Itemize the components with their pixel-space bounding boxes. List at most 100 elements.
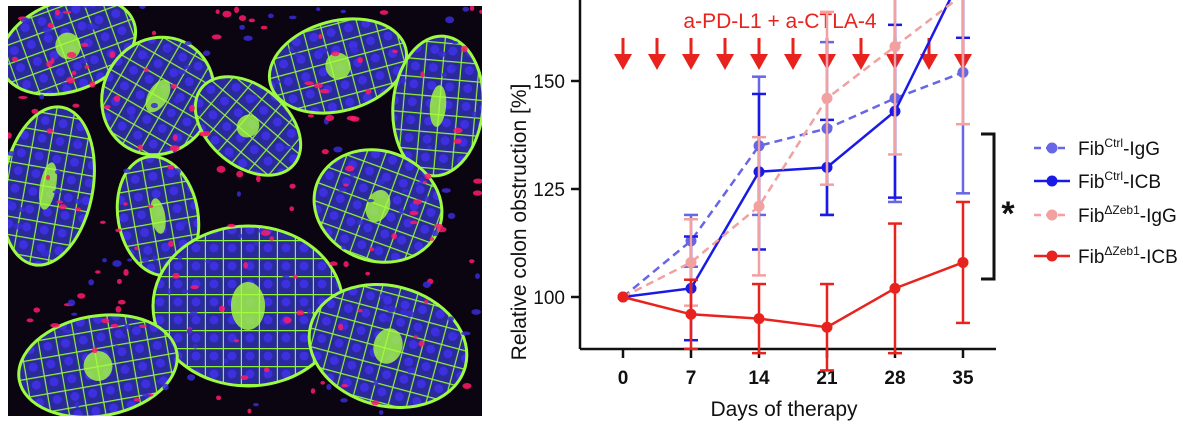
nucleus [426, 145, 432, 150]
nucleus [170, 83, 177, 89]
nucleus [71, 70, 77, 76]
nucleus [379, 293, 386, 299]
nucleus [447, 212, 456, 219]
nucleus [72, 103, 80, 108]
nucleus [152, 255, 158, 262]
nucleus [472, 190, 482, 196]
data-point [957, 256, 969, 268]
nucleus [319, 88, 330, 94]
nucleus [462, 6, 469, 12]
nucleus [88, 279, 95, 286]
nucleus [349, 47, 359, 54]
nucleus [56, 200, 63, 204]
data-point [685, 308, 697, 320]
nucleus [434, 224, 444, 229]
nucleus [177, 255, 183, 261]
nucleus [211, 34, 222, 40]
series-line [622, 0, 958, 299]
nucleus [346, 115, 357, 121]
nucleus [123, 168, 131, 173]
nucleus [365, 88, 372, 95]
nucleus [415, 181, 422, 185]
nucleus [289, 46, 294, 53]
nucleus [141, 257, 149, 263]
nucleus [121, 333, 127, 339]
nucleus [227, 154, 235, 158]
nucleus [101, 318, 110, 324]
nucleus [325, 226, 332, 231]
nucleus [275, 80, 280, 84]
legend-label: FibΔZeb1-IgG [1078, 203, 1177, 227]
nucleus [115, 228, 122, 233]
nucleus [419, 176, 424, 184]
nucleus [307, 308, 313, 315]
nucleus [52, 190, 62, 194]
nucleus [202, 50, 211, 56]
nucleus [55, 169, 61, 175]
nucleus [243, 262, 249, 269]
nucleus [383, 316, 393, 322]
nucleus [435, 331, 440, 337]
legend-swatch-marker [1046, 175, 1058, 187]
nucleus [236, 170, 244, 178]
nucleus [156, 379, 163, 384]
nucleus [67, 51, 77, 59]
nucleus [333, 146, 343, 153]
data-point [821, 321, 833, 333]
nucleus [469, 259, 475, 264]
nucleus [134, 246, 139, 251]
nucleus [39, 94, 45, 100]
nucleus [413, 199, 423, 205]
y-axis: 100125150175200 [533, 0, 582, 349]
line-chart: a-PD-L1 + a-CTLA-4 100125150175200 07142… [508, 0, 1178, 421]
nucleus [386, 305, 397, 313]
nucleus [71, 312, 78, 316]
nucleus [345, 165, 355, 172]
nucleus [378, 409, 384, 415]
nucleus [139, 6, 146, 9]
nucleus [89, 25, 100, 30]
nucleus [453, 333, 460, 337]
nucleus [410, 220, 418, 225]
nucleus [190, 285, 199, 290]
nucleus [80, 42, 89, 48]
nuclei-dots [8, 6, 482, 415]
nucleus [356, 219, 364, 225]
nucleus [263, 367, 270, 373]
nucleus [31, 108, 39, 114]
data-point [753, 200, 765, 212]
nucleus [215, 9, 220, 15]
nucleus [239, 24, 246, 30]
nucleus [447, 316, 454, 322]
nucleus [409, 210, 419, 216]
nucleus [112, 260, 122, 267]
nucleus [451, 40, 459, 45]
nucleus [282, 275, 290, 279]
nucleus [406, 310, 414, 318]
nucleus [424, 173, 432, 180]
nucleus [123, 202, 128, 206]
gland-lumen [365, 189, 391, 223]
nucleus [424, 299, 429, 305]
nucleus [379, 10, 389, 15]
nucleus [451, 65, 457, 70]
y-tick-label: 150 [533, 72, 565, 93]
nucleus [168, 240, 175, 247]
nucleus [238, 233, 243, 238]
data-point [753, 313, 765, 325]
nucleus [117, 299, 126, 305]
legend: FibCtrl-IgG FibCtrl-ICB FibΔZeb1-IgG FibΔZe… [1034, 136, 1178, 268]
nucleus [215, 395, 222, 401]
nucleus [116, 278, 122, 285]
nucleus [184, 41, 192, 46]
treatment-arrow-head [851, 54, 870, 70]
nucleus [267, 13, 274, 19]
nucleus [289, 183, 296, 189]
significance-star: * [1001, 195, 1015, 233]
nucleus [260, 229, 271, 236]
nucleus [365, 271, 371, 276]
nucleus [67, 299, 76, 307]
nucleus [172, 134, 178, 141]
nucleus [144, 54, 150, 59]
nucleus [445, 16, 455, 24]
